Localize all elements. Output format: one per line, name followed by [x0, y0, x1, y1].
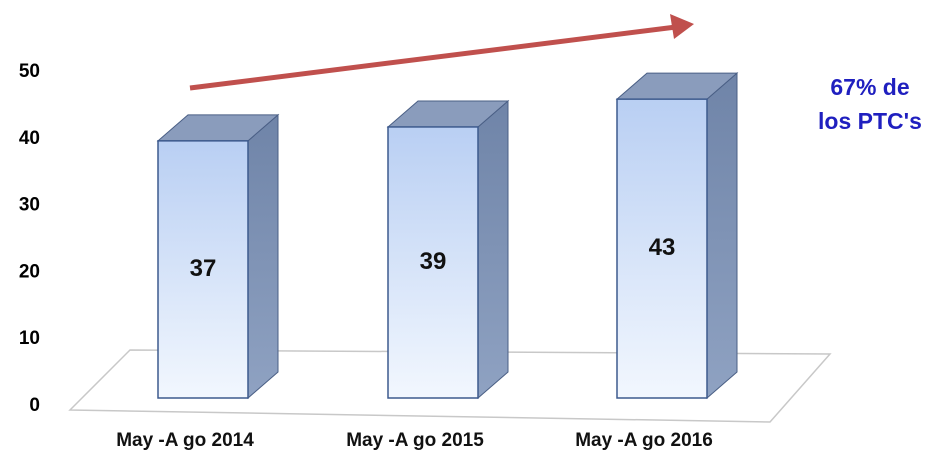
y-tick-label: 40 — [19, 128, 40, 149]
x-tick-label: May -A go 2014 — [116, 430, 254, 451]
annotation: 67% de — [830, 74, 909, 100]
bar-front — [157, 140, 249, 399]
bar — [156, 113, 280, 400]
bar — [615, 72, 739, 400]
y-tick-label: 10 — [19, 328, 40, 349]
y-tick-label: 20 — [19, 261, 40, 282]
y-tick-label: 30 — [19, 195, 40, 216]
trend-arrow — [189, 24, 677, 91]
bar-side — [247, 113, 279, 400]
bar-side — [477, 99, 509, 400]
y-tick-label: 0 — [29, 395, 40, 416]
value-label: 43 — [649, 234, 676, 261]
bar-front — [616, 98, 708, 399]
bar-side — [706, 72, 738, 400]
bar — [386, 99, 510, 400]
bar-front — [387, 126, 479, 399]
arrow-head — [670, 14, 694, 39]
annotation: los PTC's — [818, 108, 922, 134]
y-tick-label: 50 — [19, 61, 40, 82]
value-label: 37 — [190, 255, 217, 282]
x-tick-label: May -A go 2016 — [575, 430, 713, 451]
x-tick-label: May -A go 2015 — [346, 430, 484, 451]
value-label: 39 — [420, 248, 447, 275]
